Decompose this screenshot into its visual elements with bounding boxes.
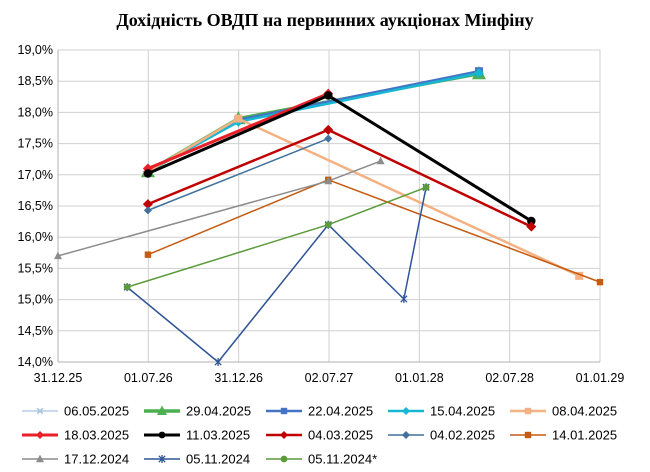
data-point [214, 358, 222, 366]
legend-label: 05.11.2024 [186, 452, 250, 467]
series-line [147, 137, 329, 212]
legend-label: 22.04.2025 [308, 404, 373, 419]
legend-label: 04.03.2025 [308, 428, 373, 443]
y-tick-label: 18,5% [18, 74, 53, 88]
legend-marker [158, 455, 166, 463]
chart-title: Дохідність ОВДП на первинних аукціонах М… [116, 10, 534, 30]
legend-marker [280, 431, 288, 439]
data-point [143, 169, 153, 178]
legend-label: 18.03.2025 [64, 428, 129, 443]
legend-item: 14.01.2025 [510, 428, 617, 443]
y-tick-label: 16,0% [18, 230, 53, 244]
series-11.03.2025 [143, 91, 536, 226]
data-point [54, 251, 62, 260]
data-point [143, 206, 152, 215]
y-tick-label: 18,0% [18, 105, 53, 119]
data-point [324, 221, 332, 229]
series-04.03.2025 [142, 124, 537, 232]
data-point [526, 221, 537, 232]
legend-marker [158, 431, 166, 439]
legend-marker [524, 431, 532, 439]
series-05.11.2024* [123, 183, 430, 291]
legend-item: 05.11.2024 [144, 452, 250, 467]
legend-marker [36, 431, 44, 439]
legend-item: 04.03.2025 [266, 428, 373, 443]
data-point [473, 68, 484, 79]
y-tick-label: 17,0% [18, 168, 53, 182]
legend-item: 11.03.2025 [144, 428, 250, 443]
x-tick-label: 02.07.28 [485, 371, 534, 385]
series-line [147, 94, 533, 223]
legend-label: 05.11.2024* [308, 452, 377, 467]
legend-marker [36, 407, 44, 415]
x-tick-label: 31.12.25 [34, 371, 83, 385]
series-18.03.2025 [142, 88, 334, 174]
legend-item: 18.03.2025 [22, 428, 129, 443]
data-point [400, 294, 408, 303]
y-tick-label: 14,0% [18, 355, 53, 369]
legend-item: 04.02.2025 [388, 428, 495, 443]
data-point [527, 216, 536, 226]
data-point [422, 183, 430, 191]
data-point [324, 176, 333, 185]
legend-marker [157, 405, 167, 415]
legend-item: 15.04.2025 [388, 404, 495, 419]
legend-marker [280, 407, 288, 415]
legend-item: 17.12.2024 [22, 452, 129, 467]
series-line [147, 179, 601, 283]
legend-label: 14.01.2025 [552, 428, 617, 443]
legend-marker [402, 431, 410, 439]
x-tick-label: 01.07.26 [124, 371, 173, 385]
series-line [147, 92, 329, 170]
legend-label: 08.04.2025 [552, 404, 617, 419]
legend-label: 17.12.2024 [64, 452, 129, 467]
y-tick-label: 17,5% [18, 137, 53, 151]
legend-item: 05.11.2024* [266, 452, 377, 467]
data-point [596, 278, 604, 286]
data-point [123, 283, 131, 291]
series-04.02.2025 [143, 134, 333, 215]
legend-label: 15.04.2025 [430, 404, 495, 419]
plot-area [54, 66, 604, 366]
y-tick-label: 15,5% [18, 261, 53, 275]
legend-label: 04.02.2025 [430, 428, 495, 443]
y-tick-label: 15,0% [18, 293, 53, 307]
data-point [234, 114, 243, 123]
data-point [142, 199, 153, 210]
series-line [126, 187, 427, 363]
y-tick-label: 14,5% [18, 324, 53, 338]
x-tick-label: 31.12.26 [214, 371, 263, 385]
legend-item: 06.05.2025 [22, 404, 129, 419]
legend-label: 06.05.2025 [64, 404, 129, 419]
data-point [323, 124, 334, 135]
x-tick-label: 01.01.29 [576, 371, 625, 385]
legend-label: 29.04.2025 [186, 404, 251, 419]
legend-marker [36, 454, 44, 463]
series-08.04.2025 [143, 114, 584, 280]
legend-marker [402, 407, 410, 415]
data-point [324, 134, 333, 143]
x-tick-label: 01.01.28 [395, 371, 444, 385]
legend-item: 08.04.2025 [510, 404, 617, 419]
data-point [376, 156, 385, 165]
legend-item: 22.04.2025 [266, 404, 373, 419]
legend-marker [280, 455, 288, 463]
data-point [324, 91, 333, 100]
y-tick-label: 16,5% [18, 199, 53, 213]
legend-label: 11.03.2025 [186, 428, 250, 443]
legend-marker [524, 407, 532, 415]
series-17.12.2024 [54, 156, 385, 260]
data-point [575, 271, 584, 280]
y-tick-label: 19,0% [18, 43, 53, 57]
data-point [144, 251, 152, 258]
legend-item: 29.04.2025 [144, 404, 251, 419]
x-tick-label: 02.07.27 [305, 371, 354, 385]
